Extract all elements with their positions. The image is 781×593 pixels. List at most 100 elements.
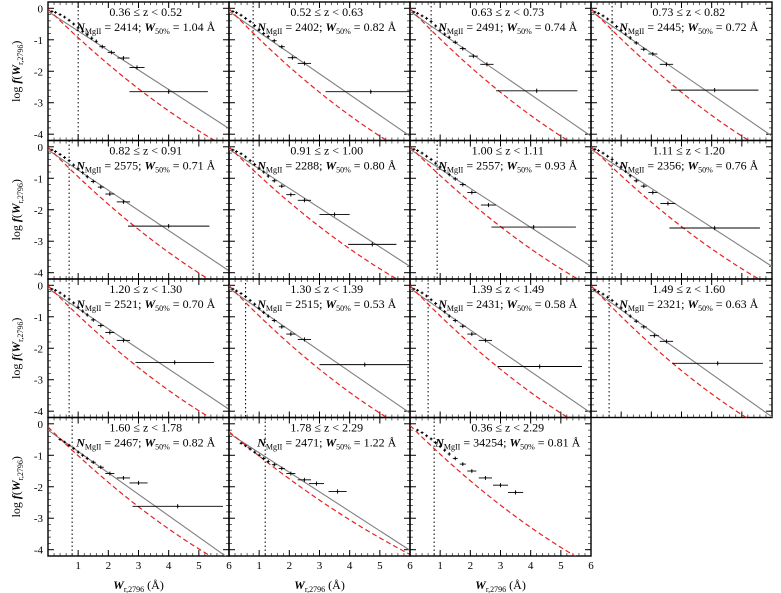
stat-n-value: = 2491; (463, 20, 506, 34)
stat-w-symbol: W (325, 436, 337, 450)
y-label-f: f (9, 79, 23, 84)
y-label-paren: ( (9, 214, 23, 218)
fit-line-dashed (48, 285, 211, 418)
data-point (108, 472, 111, 475)
panel-stats: NMgII = 2557; W50% = 0.93 Å (437, 159, 577, 175)
data-point (470, 470, 473, 472)
data-point (594, 289, 596, 291)
x-tick-label: 4 (347, 560, 353, 572)
stat-w-subscript: 50% (336, 166, 351, 175)
panel-plot-area (48, 140, 229, 279)
fit-line-solid (591, 287, 772, 418)
stat-n-subscript: MgII (266, 304, 283, 313)
panel-plot-area (229, 417, 410, 556)
data-point (615, 25, 618, 28)
data-point (486, 63, 488, 66)
data-point (624, 170, 627, 173)
data-point (99, 466, 102, 469)
stat-n-subscript: MgII (628, 166, 645, 175)
y-label-w: W (9, 341, 23, 353)
data-point (258, 28, 261, 31)
panel-stats: NMgII = 2471; W50% = 1.22 Å (256, 436, 396, 452)
data-point (240, 292, 242, 295)
stat-w-value: = 0.80 Å (351, 159, 397, 173)
figure-labels: log f(Wr,2796)log f(Wr,2796)log f(Wr,279… (9, 41, 526, 593)
data-point (487, 204, 490, 206)
data-point (624, 310, 627, 313)
y-label-subscript: r,2796 (16, 460, 25, 480)
data-point (232, 149, 234, 151)
stat-n-value: = 2431; (463, 297, 506, 311)
data-point (273, 179, 276, 182)
panel-title: 1.30 ≤ z < 1.39 (290, 282, 363, 296)
stat-n-subscript: MgII (266, 443, 283, 452)
data-point (713, 227, 716, 229)
fit-line-dashed (48, 426, 212, 556)
data-point (620, 166, 623, 168)
data-point (430, 20, 433, 23)
data-point (425, 434, 428, 437)
data-point (461, 325, 464, 328)
stat-w-symbol: W (325, 297, 337, 311)
x-tick-label: 6 (407, 560, 413, 572)
y-axis-label: log f(Wr,2796) (9, 456, 25, 517)
x-label-unit: (Å) (506, 578, 526, 592)
data-point (454, 178, 457, 180)
data-point (63, 295, 66, 297)
y-tick-label: -3 (34, 98, 44, 110)
fit-line-solid (48, 149, 229, 272)
y-label-close: ) (9, 456, 23, 460)
y-tick-label: -3 (34, 375, 44, 387)
data-point (108, 331, 111, 334)
data-point (267, 315, 270, 318)
panel-plot-area (410, 140, 591, 279)
data-point (280, 185, 283, 188)
x-label-subscript: r,2796 (486, 585, 506, 593)
y-tick-label: 0 (38, 419, 44, 431)
fit-line-solid (229, 287, 410, 414)
panel-title: 0.82 ≤ z < 0.91 (109, 144, 182, 158)
data-point (635, 179, 638, 182)
stat-w-value: = 0.58 Å (532, 297, 578, 311)
data-point (371, 243, 374, 246)
stat-n-symbol: N (75, 436, 86, 450)
panel-plot-area (591, 279, 772, 418)
x-axis-label: Wr,2796 (Å) (475, 578, 526, 593)
panel-plot-area (229, 2, 410, 141)
data-point (667, 202, 669, 205)
data-point (51, 149, 53, 151)
stat-n-value: = 2471; (282, 436, 325, 450)
data-point (635, 42, 638, 44)
x-label-w: W (475, 578, 487, 592)
data-point (606, 18, 609, 20)
fit-line-solid (410, 148, 591, 268)
fit-line-solid (229, 432, 410, 551)
data-point (262, 32, 265, 35)
data-point (454, 319, 457, 322)
data-point (443, 310, 446, 313)
stat-w-subscript: 50% (517, 166, 532, 175)
x-tick-label: 5 (558, 560, 564, 572)
fit-line-dashed (48, 8, 216, 141)
data-point (651, 53, 654, 55)
data-point (642, 48, 645, 51)
stat-n-subscript: MgII (85, 27, 102, 36)
y-axis-label: log f(Wr,2796) (9, 179, 25, 240)
stat-w-value: = 0.82 Å (351, 20, 397, 34)
stat-w-symbol: W (325, 159, 337, 173)
y-tick-label: -2 (34, 66, 43, 78)
data-point (262, 311, 265, 314)
data-point (413, 288, 415, 290)
data-point (59, 438, 61, 441)
data-point (92, 180, 95, 183)
x-tick-label: 5 (377, 560, 383, 572)
